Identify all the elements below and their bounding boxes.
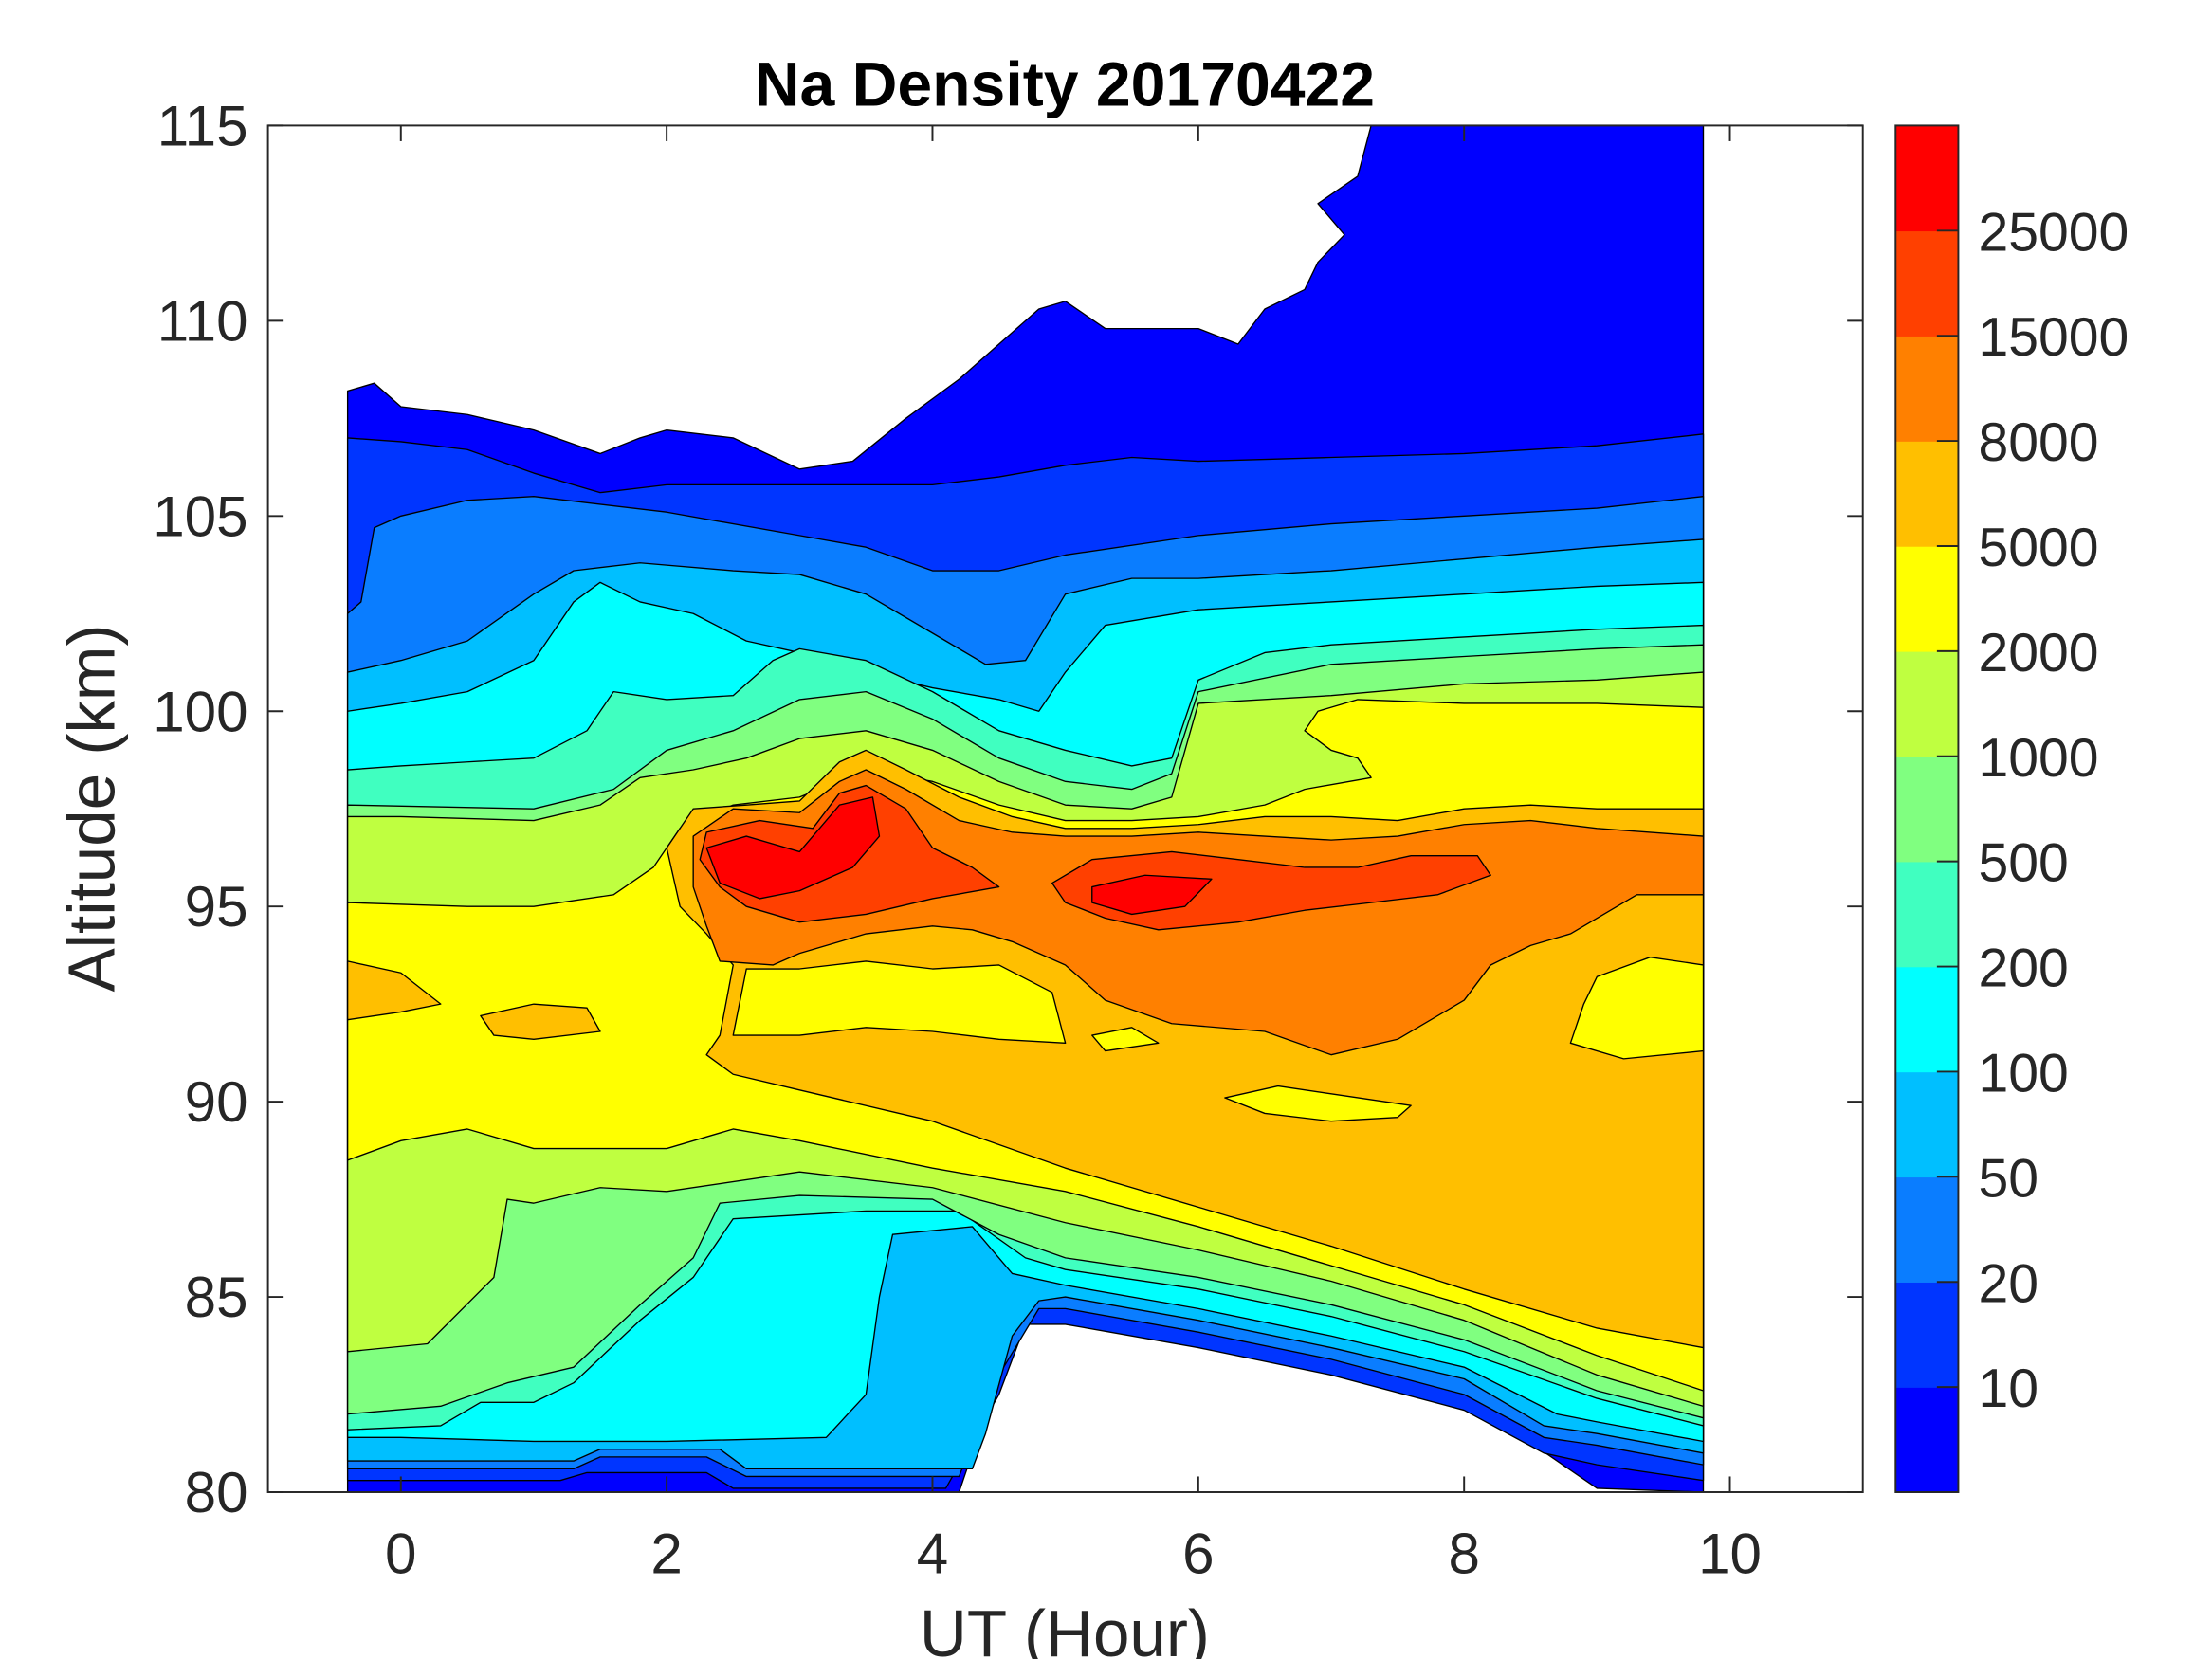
x-tick-label: 10 [1698, 1522, 1762, 1586]
contour-region-band-9 [480, 1003, 601, 1040]
x-tick-label: 2 [650, 1522, 682, 1586]
colorbar-swatch [1895, 545, 1959, 652]
colorbar-swatch [1895, 650, 1959, 757]
colorbar: 10 20 50 100 200 500 1000 2000 5000 8000 15000 2500… [1894, 124, 2129, 1493]
colorbar-swatch [1895, 441, 1959, 547]
contour-region-band-9 [346, 960, 442, 1021]
colorbar-tick-label: 8000 [1978, 412, 2098, 473]
y-tick-label: 100 [153, 680, 247, 743]
colorbar-tick-label: 1000 [1978, 728, 2098, 789]
contour-region-band-12 [705, 796, 881, 900]
colorbar-tick-label: 100 [1978, 1043, 2068, 1103]
colorbar-tick-label: 5000 [1978, 518, 2098, 578]
contour-region-band-8 [1091, 1027, 1160, 1052]
y-tick-label: 105 [153, 484, 247, 548]
x-tick-label: 0 [385, 1522, 416, 1586]
colorbar-tick-label: 50 [1978, 1148, 2038, 1209]
y-tick-label: 115 [157, 94, 248, 157]
colorbar-tick-label: 20 [1978, 1253, 2038, 1314]
colorbar-swatch [1895, 230, 1959, 337]
colorbar-frame [1894, 124, 1960, 1493]
colorbar-tick-label: 2000 [1978, 623, 2098, 684]
axes: 0 2 4 6 8 10 80 85 90 95 100 105 110 115 [153, 94, 1864, 1586]
colorbar-swatch [1895, 1282, 1959, 1388]
colorbar-swatch [1895, 336, 1959, 442]
y-tick-label: 95 [185, 875, 248, 939]
colorbar-tick-label: 15000 [1978, 307, 2129, 368]
colorbar-swatch [1895, 966, 1959, 1073]
colorbar-swatch [1895, 125, 1959, 232]
y-tick-label: 85 [185, 1266, 248, 1329]
contour-region-band-12 [1091, 874, 1213, 916]
contour-regions [346, 125, 1705, 1492]
y-axis-label: Altitude (km) [54, 624, 128, 992]
colorbar-swatch [1895, 861, 1959, 968]
contour-region-band-8 [732, 960, 1067, 1045]
colorbar-swatch [1895, 1387, 1959, 1493]
colorbar-swatch [1895, 756, 1959, 863]
x-axis-label: UT (Hour) [920, 1596, 1210, 1659]
colorbar-tick-label: 200 [1978, 939, 2068, 999]
colorbar-tick-label: 10 [1978, 1358, 2038, 1419]
chart-title: Na Density 20170422 [755, 49, 1375, 119]
x-tick-label: 4 [917, 1522, 948, 1586]
x-tick-label: 8 [1448, 1522, 1479, 1586]
contour-region-band-8 [1569, 957, 1705, 1060]
colorbar-swatch [1895, 1071, 1959, 1178]
colorbar-tick-label: 500 [1978, 833, 2068, 894]
colorbar-tick-label: 25000 [1978, 202, 2129, 263]
y-tick-label: 110 [157, 289, 248, 353]
colorbar-swatch [1895, 1176, 1959, 1283]
x-tick-label: 6 [1182, 1522, 1214, 1586]
axes-box [266, 124, 1864, 1493]
y-tick-label: 90 [185, 1070, 248, 1134]
contour-region-band-8 [1224, 1085, 1412, 1122]
y-tick-label: 80 [185, 1461, 248, 1524]
